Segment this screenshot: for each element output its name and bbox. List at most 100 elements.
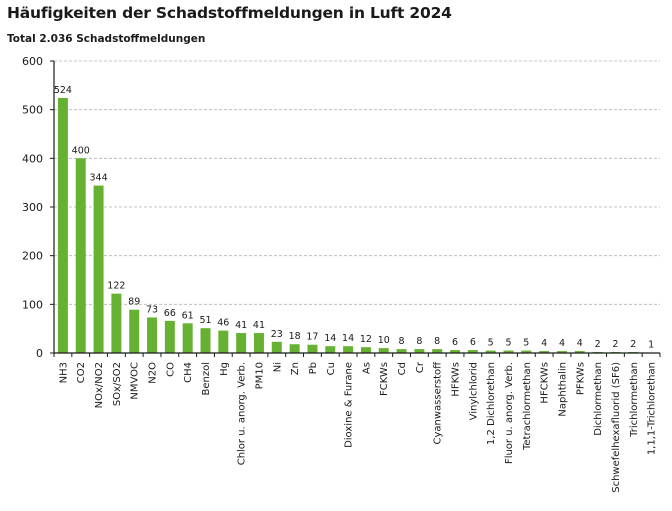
data-label: 14 — [324, 333, 336, 344]
bar — [129, 309, 140, 353]
data-label: 10 — [378, 335, 390, 346]
bar — [503, 350, 514, 353]
bar — [111, 293, 122, 353]
bar — [307, 344, 318, 353]
y-tick-labels: 0 100 200 300 400 500 600 — [22, 55, 43, 360]
data-label: 5 — [488, 338, 494, 349]
bar — [57, 97, 68, 353]
data-label: 8 — [434, 336, 440, 347]
data-label: 4 — [541, 338, 547, 349]
data-label: 41 — [253, 320, 265, 331]
data-label: 66 — [164, 308, 176, 319]
chart-title: Häufigkeiten der Schadstoffmeldungen in … — [7, 4, 452, 22]
bar — [556, 351, 567, 353]
data-label: 4 — [559, 338, 565, 349]
x-tick-label: Hg — [219, 362, 230, 376]
x-tick-label: CH4 — [183, 362, 194, 383]
data-label: 6 — [452, 337, 458, 348]
bar — [539, 351, 550, 353]
y-tick-label: 600 — [22, 55, 43, 68]
x-tick-label: Tetrachlormethan — [522, 362, 533, 451]
bar — [289, 344, 300, 353]
data-label: 12 — [360, 334, 372, 345]
bar — [271, 341, 282, 353]
data-label: 51 — [199, 315, 211, 326]
x-tick-label: Ni — [272, 362, 283, 372]
bars — [57, 97, 657, 353]
x-tick-label: Dioxine & Furane — [344, 362, 355, 448]
bar — [378, 348, 389, 353]
y-tick-label: 0 — [36, 347, 43, 360]
bar — [325, 346, 336, 353]
bar — [360, 347, 371, 353]
x-tick-label: Fluor u. anorg. Verb. — [504, 362, 515, 464]
x-tick-label: Chlor u. anorg. Verb. — [237, 362, 248, 465]
chart-subtitle: Total 2.036 Schadstoffmeldungen — [7, 33, 206, 45]
bar — [200, 328, 211, 353]
x-tick-label: 1,2 Dichlorethan — [486, 362, 497, 445]
x-tick-label: Cyanwasserstoff — [433, 361, 444, 445]
y-tick-label: 500 — [22, 104, 43, 117]
bar — [343, 346, 354, 353]
bar — [75, 158, 86, 353]
x-tick-label: HFKWs — [451, 362, 462, 397]
x-tick-label: HFCKWs — [540, 362, 551, 404]
x-tick-label: Cd — [397, 362, 408, 375]
x-tick-label: Zn — [290, 362, 301, 375]
data-label: 5 — [505, 338, 511, 349]
x-tick-label: Dichlormethan — [593, 362, 604, 436]
x-tick-labels: NH3 CO2 NOx/NO2 SOx/SO2 NMVOC N2O CO CH4 Benzol H… — [58, 361, 657, 493]
x-tick-label: 1,1,1-Trichlorethan — [647, 362, 658, 455]
bar — [396, 349, 407, 353]
bar — [147, 317, 158, 353]
axes — [50, 60, 661, 357]
x-tick-label: PFKWs — [575, 362, 586, 395]
data-label: 4 — [577, 338, 583, 349]
data-label: 18 — [289, 331, 301, 342]
bar — [574, 351, 585, 353]
x-tick-label: As — [361, 362, 372, 374]
x-tick-label: NOx/NO2 — [94, 362, 105, 408]
x-tick-label: Benzol — [201, 362, 212, 396]
data-label: 6 — [470, 337, 476, 348]
gridlines — [54, 60, 660, 305]
y-tick-label: 200 — [22, 250, 43, 263]
data-label: 2 — [630, 339, 636, 350]
x-tick-label: Cu — [326, 362, 337, 375]
data-label: 23 — [271, 329, 283, 340]
data-label: 8 — [399, 336, 405, 347]
bar — [485, 350, 496, 353]
y-tick-label: 100 — [22, 298, 43, 311]
x-tick-label: FCKWs — [379, 362, 390, 396]
y-tick-label: 300 — [22, 201, 43, 214]
x-tick-label: Pb — [308, 362, 319, 374]
data-label: 8 — [416, 336, 422, 347]
data-label: 524 — [54, 85, 72, 96]
data-label: 344 — [89, 173, 107, 184]
x-tick-label: NMVOC — [130, 362, 141, 400]
x-tick-label: N2O — [148, 362, 159, 384]
bar — [236, 333, 247, 353]
data-label: 400 — [72, 145, 90, 156]
x-tick-label: Naphthalin — [557, 362, 568, 417]
data-label: 41 — [235, 320, 247, 331]
bar — [93, 185, 104, 353]
data-label: 2 — [612, 339, 618, 350]
bar — [253, 333, 264, 353]
bar — [521, 350, 532, 353]
x-tick-label: NH3 — [58, 362, 69, 383]
x-tick-label: Vinylchlorid — [468, 362, 479, 420]
x-tick-label: CO2 — [76, 362, 87, 383]
data-label: 61 — [182, 310, 194, 321]
x-tick-label: Trichlormethan — [629, 362, 640, 438]
bar — [164, 320, 175, 353]
data-label: 1 — [648, 340, 654, 351]
x-tick-label: Cr — [415, 361, 426, 373]
bar — [450, 350, 461, 353]
x-tick-label: SOx/SO2 — [112, 362, 123, 406]
data-label: 17 — [306, 332, 318, 343]
data-label: 89 — [128, 297, 140, 308]
data-label: 14 — [342, 333, 354, 344]
